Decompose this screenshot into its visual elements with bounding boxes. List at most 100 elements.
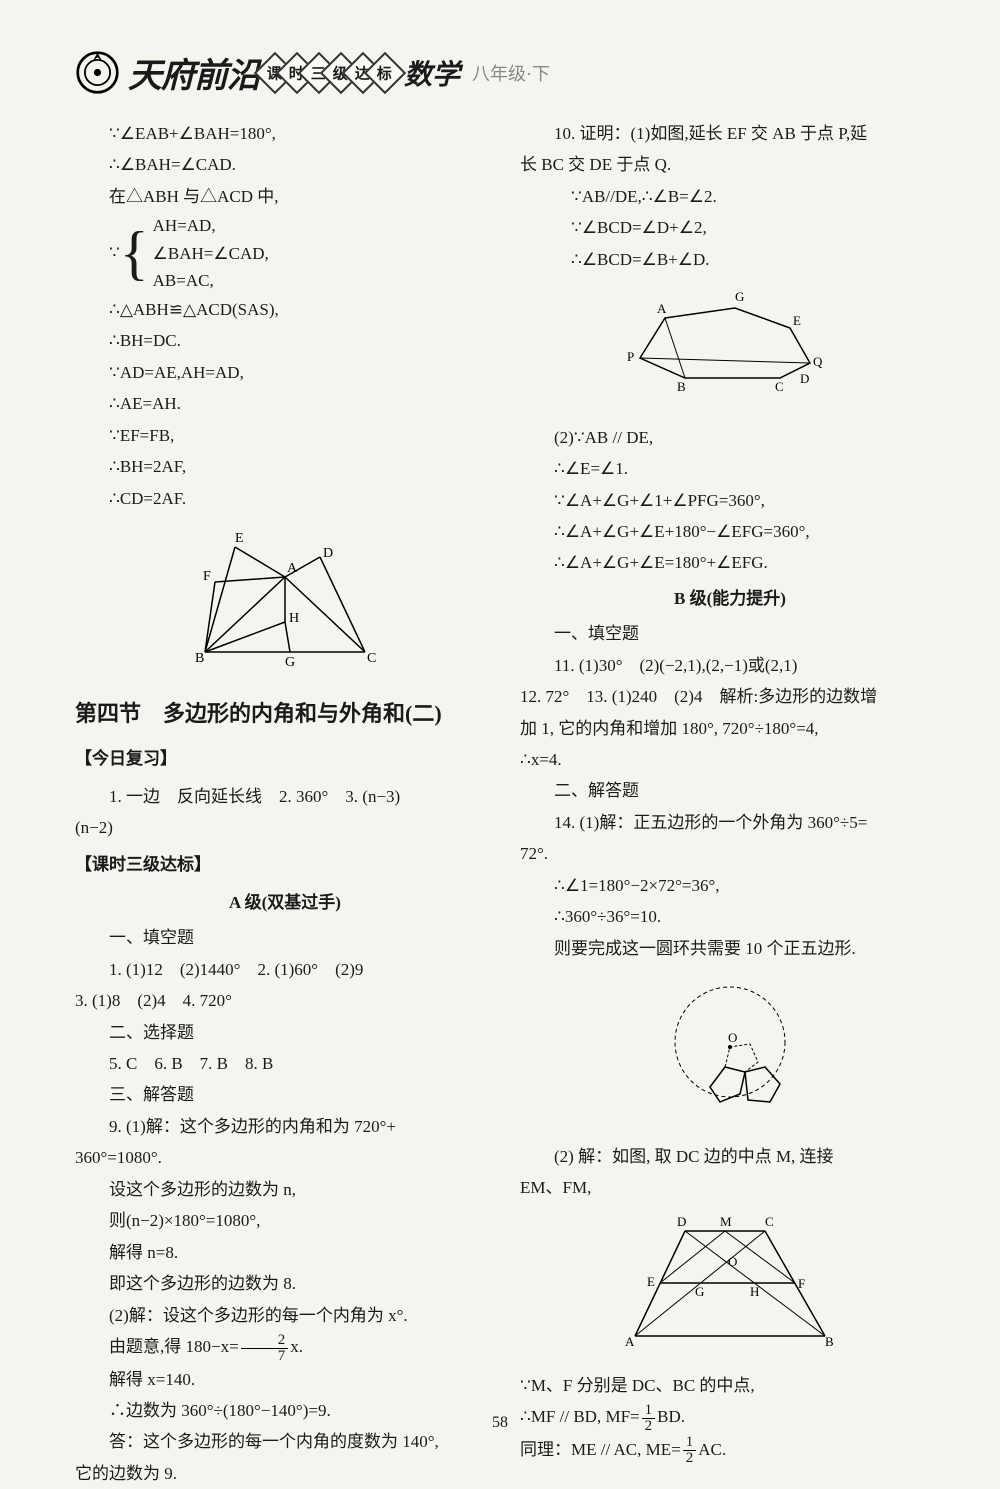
answer-line: (2) 解：如图, 取 DC 边的中点 M, 连接 bbox=[520, 1141, 940, 1172]
level-a-label: A 级(双基过手) bbox=[75, 887, 495, 918]
standard-label: 【课时三级达标】 bbox=[75, 849, 495, 880]
proof-line: ∴∠A+∠G+∠E=180°+∠EFG. bbox=[520, 547, 940, 578]
review-label: 【今日复习】 bbox=[75, 743, 495, 774]
logo-icon bbox=[75, 50, 120, 95]
figure-3: O bbox=[520, 972, 940, 1132]
svg-text:C: C bbox=[775, 379, 784, 394]
svg-text:G: G bbox=[285, 655, 295, 670]
answer-line: 加 1, 它的内角和增加 180°, 720°÷180°=4, bbox=[520, 713, 940, 744]
answer-line: 14. (1)解：正五边形的一个外角为 360°÷5= bbox=[520, 807, 940, 838]
brace-prefix: ∵ bbox=[109, 237, 120, 268]
diamond-row: 课 时 三 级 达 标 bbox=[264, 58, 396, 88]
answer-line: EM、FM, bbox=[520, 1172, 940, 1203]
proof-line: ∴CD=2AF. bbox=[75, 483, 495, 514]
svg-text:G: G bbox=[695, 1284, 704, 1299]
proof-line: ∵∠EAB+∠BAH=180°, bbox=[75, 118, 495, 149]
review-text: 1. 一边 反向延长线 2. 360° 3. (n−3) bbox=[75, 781, 495, 812]
svg-text:H: H bbox=[750, 1284, 759, 1299]
brace-line: ∠BAH=∠CAD, bbox=[153, 240, 269, 267]
svg-text:A: A bbox=[625, 1334, 635, 1349]
svg-text:E: E bbox=[235, 531, 244, 546]
svg-text:D: D bbox=[800, 371, 809, 386]
page-header: 天府前沿 课 时 三 级 达 标 数学 八年级·下 bbox=[75, 45, 940, 100]
figure-2: G A E P Q B C D bbox=[520, 283, 940, 413]
proof-line: ∵AB//DE,∴∠B=∠2. bbox=[520, 181, 940, 212]
svg-text:A: A bbox=[287, 561, 298, 576]
answer-line: 答：这个多边形的每一个内角的度数为 140°, bbox=[75, 1426, 495, 1457]
svg-text:P: P bbox=[627, 349, 634, 364]
answer-line: ∴∠1=180°−2×72°=36°, bbox=[520, 870, 940, 901]
proof-line: ∴∠BAH=∠CAD. bbox=[75, 149, 495, 180]
brand-text: 天府前沿 bbox=[128, 48, 260, 97]
diamond-6: 标 bbox=[364, 51, 406, 93]
svg-text:A: A bbox=[657, 301, 667, 316]
svg-text:D: D bbox=[677, 1214, 686, 1229]
equation-line: 由题意,得 180−x=27x. bbox=[75, 1331, 495, 1364]
svg-text:O: O bbox=[728, 1030, 737, 1045]
svg-text:E: E bbox=[647, 1274, 655, 1289]
proof-line: (2)∵AB // DE, bbox=[520, 422, 940, 453]
svg-text:B: B bbox=[195, 651, 204, 666]
svg-text:C: C bbox=[367, 651, 376, 666]
svg-text:Q: Q bbox=[813, 354, 823, 369]
answer-line: 即这个多边形的边数为 8. bbox=[75, 1268, 495, 1299]
proof-line: 长 BC 交 DE 于点 Q. bbox=[520, 149, 940, 180]
answer-line: 解得 x=140. bbox=[75, 1364, 495, 1395]
proof-line: ∴BH=2AF, bbox=[75, 451, 495, 482]
left-column: ∵∠EAB+∠BAH=180°, ∴∠BAH=∠CAD. 在△ABH 与△ACD… bbox=[75, 118, 495, 1489]
proof-line: ∵∠A+∠G+∠1+∠PFG=360°, bbox=[520, 485, 940, 516]
answer-line: 360°=1080°. bbox=[75, 1142, 495, 1173]
category-label: 三、解答题 bbox=[75, 1079, 495, 1110]
section-title: 第四节 多边形的内角和与外角和(二) bbox=[75, 694, 495, 735]
proof-line: ∵M、F 分别是 DC、BC 的中点, bbox=[520, 1370, 940, 1401]
proof-line: ∴∠E=∠1. bbox=[520, 453, 940, 484]
svg-text:C: C bbox=[765, 1214, 774, 1229]
brace-line: AH=AD, bbox=[153, 212, 269, 239]
subject-text: 数学 bbox=[404, 53, 460, 93]
answer-line: 12. 72° 13. (1)240 (2)4 解析:多边形的边数增 bbox=[520, 681, 940, 712]
equation-line: ∴MF // BD, MF=12BD. bbox=[520, 1401, 940, 1434]
answer-line: 1. (1)12 (2)1440° 2. (1)60° (2)9 bbox=[75, 954, 495, 985]
svg-text:B: B bbox=[677, 379, 686, 394]
right-column: 10. 证明：(1)如图,延长 EF 交 AB 于点 P,延 长 BC 交 DE… bbox=[520, 118, 940, 1489]
page-number: 58 bbox=[492, 1414, 508, 1432]
brace-line: AB=AC, bbox=[153, 267, 269, 294]
figure-4: D M C O E F G H A B bbox=[520, 1211, 940, 1361]
figure-1: E D F A H B G C bbox=[75, 522, 495, 682]
answer-line: 11. (1)30° (2)(−2,1),(2,−1)或(2,1) bbox=[520, 650, 940, 681]
category-label: 一、填空题 bbox=[75, 922, 495, 953]
svg-text:G: G bbox=[735, 289, 744, 304]
answer-line: 9. (1)解：这个多边形的内角和为 720°+ bbox=[75, 1111, 495, 1142]
proof-line: ∵∠BCD=∠D+∠2, bbox=[520, 212, 940, 243]
answer-line: ∴360°÷36°=10. bbox=[520, 901, 940, 932]
category-label: 二、解答题 bbox=[520, 775, 940, 806]
svg-text:B: B bbox=[825, 1334, 834, 1349]
answer-line: 3. (1)8 (2)4 4. 720° bbox=[75, 985, 495, 1016]
svg-text:F: F bbox=[203, 569, 211, 584]
answer-line: 则(n−2)×180°=1080°, bbox=[75, 1205, 495, 1236]
svg-text:E: E bbox=[793, 313, 801, 328]
answer-line: 设这个多边形的边数为 n, bbox=[75, 1174, 495, 1205]
proof-line: ∵AD=AE,AH=AD, bbox=[75, 357, 495, 388]
proof-line: ∴△ABH≌△ACD(SAS), bbox=[75, 294, 495, 325]
proof-line: ∵EF=FB, bbox=[75, 420, 495, 451]
answer-line: ∴边数为 360°÷(180°−140°)=9. bbox=[75, 1395, 495, 1426]
answer-line: (2)解：设这个多边形的每一个内角为 x°. bbox=[75, 1300, 495, 1331]
svg-text:M: M bbox=[720, 1214, 732, 1229]
answer-line: 72°. bbox=[520, 838, 940, 869]
proof-line: ∴∠BCD=∠B+∠D. bbox=[520, 244, 940, 275]
answer-line: 它的边数为 9. bbox=[75, 1458, 495, 1489]
svg-text:O: O bbox=[728, 1254, 737, 1269]
content-columns: ∵∠EAB+∠BAH=180°, ∴∠BAH=∠CAD. 在△ABH 与△ACD… bbox=[75, 118, 940, 1489]
answer-line: 5. C 6. B 7. B 8. B bbox=[75, 1048, 495, 1079]
proof-line: ∴AE=AH. bbox=[75, 388, 495, 419]
svg-text:D: D bbox=[323, 546, 333, 561]
category-label: 二、选择题 bbox=[75, 1017, 495, 1048]
svg-text:F: F bbox=[798, 1276, 805, 1291]
equation-line: 同理：ME // AC, ME=12AC. bbox=[520, 1434, 940, 1467]
svg-text:H: H bbox=[289, 611, 299, 626]
proof-line: 10. 证明：(1)如图,延长 EF 交 AB 于点 P,延 bbox=[520, 118, 940, 149]
grade-text: 八年级·下 bbox=[472, 60, 550, 86]
brace-system: ∵ { AH=AD, ∠BAH=∠CAD, AB=AC, bbox=[109, 212, 495, 294]
proof-line: 在△ABH 与△ACD 中, bbox=[75, 181, 495, 212]
